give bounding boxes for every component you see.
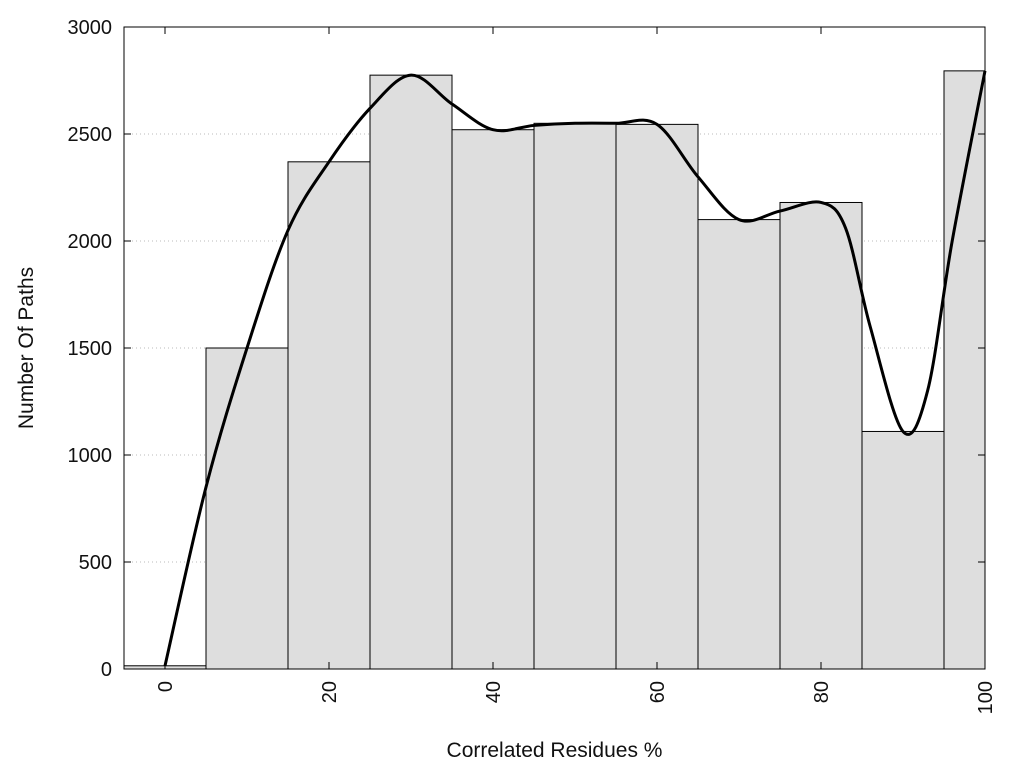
bar: [287, 161, 371, 670]
y-axis: 0 500 1000 1500 2000 2500 3000: [68, 17, 985, 681]
y-tick-label: 3000: [68, 17, 113, 39]
x-axis-label: Correlated Residues %: [447, 739, 663, 762]
trend-curve: [163, 70, 987, 667]
y-axis-label: Number Of Paths: [15, 267, 38, 429]
bar: [451, 129, 535, 670]
bar: [861, 430, 945, 670]
x-tick-label: 60: [647, 681, 669, 703]
x-tick-label: 0: [155, 681, 177, 692]
y-tick-label: 0: [101, 659, 112, 681]
x-axis: 0 20 40 60 80 100: [155, 27, 997, 714]
x-tick-label: 100: [975, 681, 997, 714]
bar: [369, 74, 453, 670]
bar: [779, 201, 863, 670]
y-tick-label: 1000: [68, 445, 113, 467]
y-tick-label: 1500: [68, 338, 113, 360]
y-tick-label: 2500: [68, 124, 113, 146]
trend-curve-line: [163, 70, 987, 667]
bar: [943, 70, 986, 670]
x-tick-label: 40: [483, 681, 505, 703]
bar: [533, 122, 617, 670]
x-tick-label: 20: [319, 681, 341, 703]
bar: [205, 347, 289, 670]
y-tick-label: 2000: [68, 231, 113, 253]
bar: [697, 219, 781, 670]
bar: [615, 123, 699, 670]
x-tick-label: 80: [811, 681, 833, 703]
y-tick-label: 500: [79, 552, 112, 574]
bars: [123, 70, 986, 670]
